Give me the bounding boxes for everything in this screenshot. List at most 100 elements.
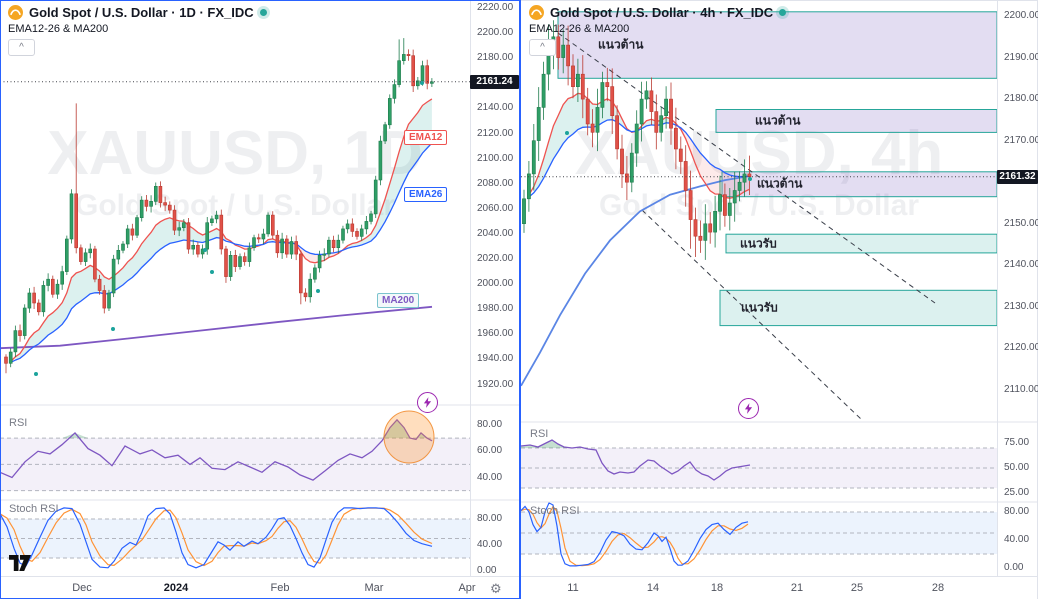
stoch-pane-label-left[interactable]: Stoch RSI — [9, 503, 59, 515]
price-tick: 75.00 — [1004, 437, 1030, 448]
indicator-legend[interactable]: EMA12-26 & MA200 — [529, 23, 630, 35]
gold-symbol-icon — [8, 5, 23, 20]
tradingview-logo[interactable] — [9, 555, 31, 576]
price-tick: 2080.00 — [477, 178, 514, 189]
price-tick: 40.00 — [477, 472, 503, 483]
collapse-pane-button-left[interactable]: ^ — [8, 39, 35, 56]
ema12-label: EMA12 — [404, 130, 448, 145]
right-price-axis-border — [997, 0, 998, 577]
time-tick: Mar — [364, 582, 384, 594]
time-axis-right-chart[interactable]: 11 14 18 21 25 28 — [521, 577, 1037, 599]
price-axis-right-chart[interactable]: 2200.00 2190.00 2180.00 2170.00 2150.00 2140.… — [997, 0, 1038, 577]
indicator-legend[interactable]: EMA12-26 & MA200 — [8, 23, 109, 35]
support-band-label: แนวรับ — [740, 236, 777, 251]
signal-dot — [34, 372, 38, 376]
signal-dot — [316, 289, 320, 293]
time-tick: 18 — [710, 582, 724, 594]
price-tick: 25.00 — [1004, 487, 1030, 498]
price-tick: 2170.00 — [1004, 135, 1038, 146]
stoch-d-line — [520, 505, 749, 567]
market-status-dot — [259, 9, 267, 16]
highlight-circle[interactable] — [383, 410, 435, 464]
price-tick: 0.00 — [477, 565, 497, 576]
time-axis-left-chart[interactable]: Dec 2024 Feb Mar Apr — [0, 577, 519, 599]
ma200-label: MA200 — [377, 293, 420, 308]
rsi-line — [520, 439, 751, 481]
signal-dot — [111, 327, 115, 331]
time-tick: 28 — [931, 582, 945, 594]
price-tick: 2000.00 — [477, 278, 514, 289]
symbol-title[interactable]: Gold Spot / U.S. Dollar · 1D · FX_IDC — [29, 5, 254, 20]
chart-header-right: Gold Spot / U.S. Dollar · 4h · FX_IDC EM… — [529, 5, 787, 35]
price-tick: 40.00 — [1004, 534, 1030, 545]
price-tick: 80.00 — [477, 419, 503, 430]
alert-lightning-icon-right[interactable] — [738, 398, 759, 419]
signal-dot — [420, 81, 424, 85]
chart-divider-selected[interactable] — [519, 0, 521, 599]
trendline[interactable] — [641, 209, 863, 421]
resistance-band[interactable] — [721, 171, 998, 198]
signal-dot — [565, 131, 569, 135]
symbol-title[interactable]: Gold Spot / U.S. Dollar · 4h · FX_IDC — [550, 5, 774, 20]
ema26-line — [528, 119, 750, 198]
left-price-axis-border — [470, 0, 471, 577]
price-tick: 2180.00 — [1004, 93, 1038, 104]
ma200-line — [520, 175, 751, 387]
signal-dot — [748, 177, 752, 181]
price-tick: 2060.00 — [477, 203, 514, 214]
price-tick: 2140.00 — [1004, 259, 1038, 270]
ma200-line — [0, 305, 433, 350]
support-band[interactable] — [719, 289, 998, 327]
price-tick: 2100.00 — [477, 153, 514, 164]
signal-dot — [210, 270, 214, 274]
price-tick: 2110.00 — [1004, 384, 1038, 395]
price-tick: 2140.00 — [477, 102, 514, 113]
price-tick: 80.00 — [1004, 506, 1030, 517]
price-tick: 80.00 — [477, 513, 503, 524]
current-price-badge-left: 2161.24 — [470, 75, 519, 89]
current-price-badge-right: 2161.32 — [997, 170, 1038, 184]
time-tick: 25 — [850, 582, 864, 594]
price-tick: 40.00 — [477, 539, 503, 550]
price-tick: 2190.00 — [1004, 52, 1038, 63]
price-tick: 1940.00 — [477, 353, 514, 364]
price-tick: 2120.00 — [477, 128, 514, 139]
time-axis-settings-icon[interactable]: ⚙ — [490, 582, 502, 597]
price-axis-left-chart[interactable]: 2220.00 2200.00 2180.00 2140.00 2120.00 2100.… — [470, 0, 519, 577]
collapse-pane-button-right[interactable]: ^ — [529, 39, 556, 56]
time-tick: 2024 — [163, 582, 189, 594]
candles — [4, 38, 434, 374]
chart-group-1D[interactable] — [0, 38, 519, 569]
price-tick: 2200.00 — [1004, 10, 1038, 21]
chart-header-left: Gold Spot / U.S. Dollar · 1D · FX_IDC EM… — [8, 5, 267, 35]
ema-ribbon — [230, 241, 259, 250]
stoch-pane-label-right[interactable]: Stoch RSI — [530, 505, 580, 517]
price-tick: 50.00 — [1004, 462, 1030, 473]
price-tick: 2150.00 — [1004, 218, 1038, 229]
chart-group-4h[interactable] — [520, 11, 1038, 567]
stoch-d-line — [0, 507, 433, 567]
market-status-dot — [779, 9, 787, 16]
rsi-line — [0, 418, 433, 481]
rsi-overbought-fill — [521, 440, 750, 448]
alert-lightning-icon-left[interactable] — [417, 392, 438, 413]
stoch-k-line — [520, 502, 749, 567]
stoch-k-line — [0, 507, 433, 569]
time-tick: Feb — [270, 582, 290, 594]
price-tick: 0.00 — [1004, 562, 1024, 573]
price-tick: 2040.00 — [477, 228, 514, 239]
price-tick: 2120.00 — [1004, 342, 1038, 353]
signal-dot — [203, 248, 207, 252]
price-tick: 1920.00 — [477, 379, 514, 390]
resistance-band-label: แนวต้าน — [757, 176, 803, 191]
time-tick: Dec — [72, 582, 92, 594]
price-tick: 1980.00 — [477, 303, 514, 314]
gold-symbol-icon — [529, 5, 544, 20]
rsi-pane-label-left[interactable]: RSI — [9, 417, 28, 429]
candles — [522, 20, 752, 260]
price-tick: 2180.00 — [477, 52, 514, 63]
rsi-pane-label-right[interactable]: RSI — [530, 428, 549, 440]
resistance-band[interactable] — [557, 11, 998, 79]
time-tick: 14 — [646, 582, 660, 594]
price-tick: 2200.00 — [477, 27, 514, 38]
